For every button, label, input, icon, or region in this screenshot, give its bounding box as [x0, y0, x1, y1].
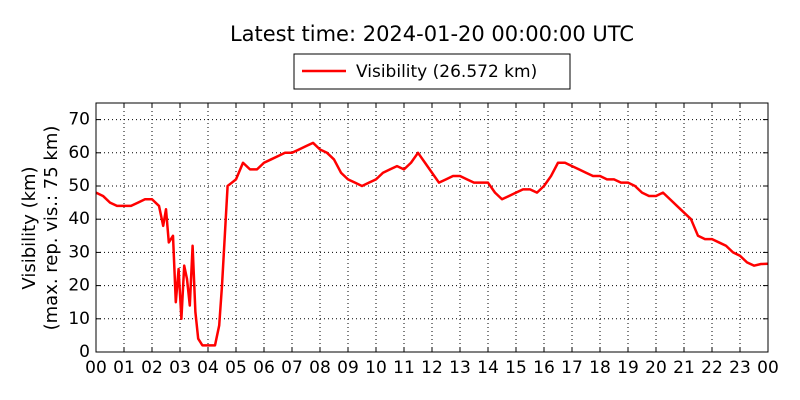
x-tick-label: 10 — [365, 358, 387, 378]
data-line — [95, 141, 769, 347]
x-tick-label: 03 — [169, 358, 191, 378]
x-tick-label: 07 — [281, 358, 303, 378]
y-axis-label-line: Visibility (km) — [19, 166, 40, 289]
x-tick-label: 01 — [113, 358, 135, 378]
x-tick-label: 20 — [645, 358, 667, 378]
x-tick-label: 00 — [757, 358, 779, 378]
x-tick-label: 15 — [505, 358, 527, 378]
x-tick-label: 14 — [477, 358, 499, 378]
x-tick-label: 00 — [85, 358, 107, 378]
x-tick-label: 11 — [393, 358, 415, 378]
x-tick-label: 23 — [729, 358, 751, 378]
x-tick-label: 09 — [337, 358, 359, 378]
y-tick-label: 20 — [68, 276, 90, 296]
y-tick-label: 60 — [68, 143, 90, 163]
y-tick-label: 40 — [68, 209, 90, 229]
x-tick-label: 16 — [533, 358, 555, 378]
x-tick-label: 21 — [673, 358, 695, 378]
x-tick-label: 02 — [141, 358, 163, 378]
y-axis-label-line: (max. rep. vis.: 75 km) — [41, 126, 62, 331]
x-tick-label: 19 — [617, 358, 639, 378]
x-tick-label: 12 — [421, 358, 443, 378]
y-tick-label: 70 — [68, 110, 90, 130]
x-tick-label: 05 — [225, 358, 247, 378]
x-tick-label: 08 — [309, 358, 331, 378]
y-axis-label: Visibility (km) (max. rep. vis.: 75 km) — [19, 126, 62, 331]
y-tick-label: 30 — [68, 242, 90, 262]
x-tick-label: 04 — [197, 358, 219, 378]
y-tick-label: 10 — [68, 309, 90, 329]
x-tick-label: 17 — [561, 358, 583, 378]
plot-frame — [95, 102, 769, 353]
x-tick-label: 18 — [589, 358, 611, 378]
x-tick-label: 06 — [253, 358, 275, 378]
legend-label: Visibility (26.572 km) — [356, 62, 537, 82]
y-tick-label: 0 — [79, 342, 90, 362]
y-tick-label: 50 — [68, 176, 90, 196]
x-tick-label: 22 — [701, 358, 723, 378]
x-tick-label: 13 — [449, 358, 471, 378]
chart-title: Latest time: 2024-01-20 00:00:00 UTC — [230, 22, 634, 46]
